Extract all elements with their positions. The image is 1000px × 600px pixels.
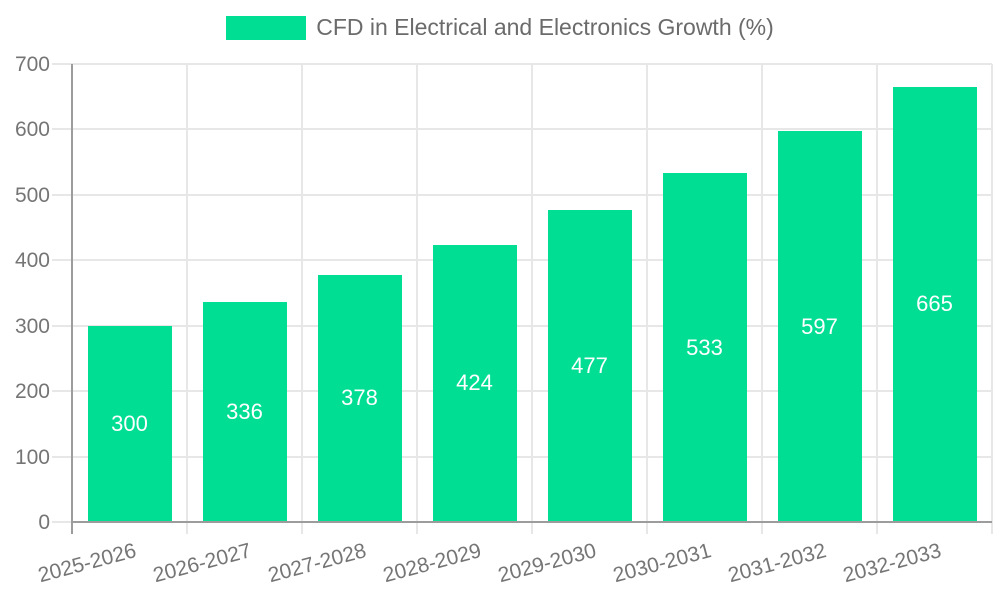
y-gridline <box>52 455 992 458</box>
y-gridline <box>52 193 992 196</box>
bar-value-label: 665 <box>916 291 953 317</box>
y-gridline <box>52 63 992 65</box>
y-gridline <box>52 324 992 327</box>
x-axis-tick <box>646 522 648 534</box>
x-gridline <box>186 64 188 522</box>
y-tick-label: 400 <box>14 249 50 273</box>
y-gridline <box>52 259 992 262</box>
x-gridline <box>301 64 303 522</box>
x-gridline <box>876 64 878 522</box>
y-gridline <box>52 390 992 393</box>
chart-legend[interactable]: CFD in Electrical and Electronics Growth… <box>0 14 1000 42</box>
y-tick-label: 700 <box>14 53 50 76</box>
bar[interactable] <box>317 274 402 522</box>
x-tick-label: 2032-2033 <box>840 539 944 588</box>
x-gridline <box>646 64 648 522</box>
y-tick-label: 300 <box>14 314 50 338</box>
y-tick-label: 500 <box>14 183 50 207</box>
bar-value-label: 424 <box>456 370 493 396</box>
x-axis-tick <box>416 522 418 534</box>
bar-value-label: 378 <box>341 385 378 411</box>
x-gridline <box>761 64 763 522</box>
bar-value-label: 533 <box>686 334 723 360</box>
legend-swatch <box>226 15 307 40</box>
y-tick-label: 100 <box>14 445 50 469</box>
y-gridline <box>52 128 992 131</box>
x-tick-label: 2027-2028 <box>265 539 369 588</box>
y-axis-line <box>71 64 73 534</box>
x-tick-label: 2028-2029 <box>380 539 484 588</box>
bar[interactable] <box>662 173 747 522</box>
bar-value-label: 336 <box>226 399 263 425</box>
x-tick-label: 2025-2026 <box>35 539 139 588</box>
y-tick-label: 200 <box>14 380 50 404</box>
x-tick-label: 2031-2032 <box>725 539 829 588</box>
bar[interactable] <box>87 325 172 522</box>
bar-value-label: 300 <box>111 410 148 436</box>
bar[interactable] <box>777 131 862 522</box>
y-gridline <box>52 521 72 523</box>
bar[interactable] <box>547 209 632 522</box>
legend-label: CFD in Electrical and Electronics Growth… <box>316 14 774 40</box>
x-gridline <box>531 64 533 522</box>
y-tick-label: 0 <box>38 511 50 534</box>
x-tick-label: 2026-2027 <box>150 539 254 588</box>
x-axis-tick <box>186 522 188 534</box>
x-tick-label: 2029-2030 <box>495 539 599 588</box>
bar[interactable] <box>892 86 977 522</box>
y-tick-label: 600 <box>14 118 50 142</box>
x-axis-tick <box>761 522 763 534</box>
x-gridline <box>416 64 418 522</box>
x-axis-tick <box>876 522 878 534</box>
bar[interactable] <box>202 302 287 522</box>
bar-value-label: 597 <box>801 313 838 339</box>
x-axis-tick <box>301 522 303 534</box>
x-axis-line <box>71 521 992 523</box>
x-axis-tick <box>991 522 993 534</box>
bar-value-label: 477 <box>571 352 608 378</box>
x-tick-label: 2030-2031 <box>610 539 714 588</box>
bar[interactable] <box>432 244 517 522</box>
x-axis-tick <box>531 522 533 534</box>
x-gridline <box>991 64 993 522</box>
